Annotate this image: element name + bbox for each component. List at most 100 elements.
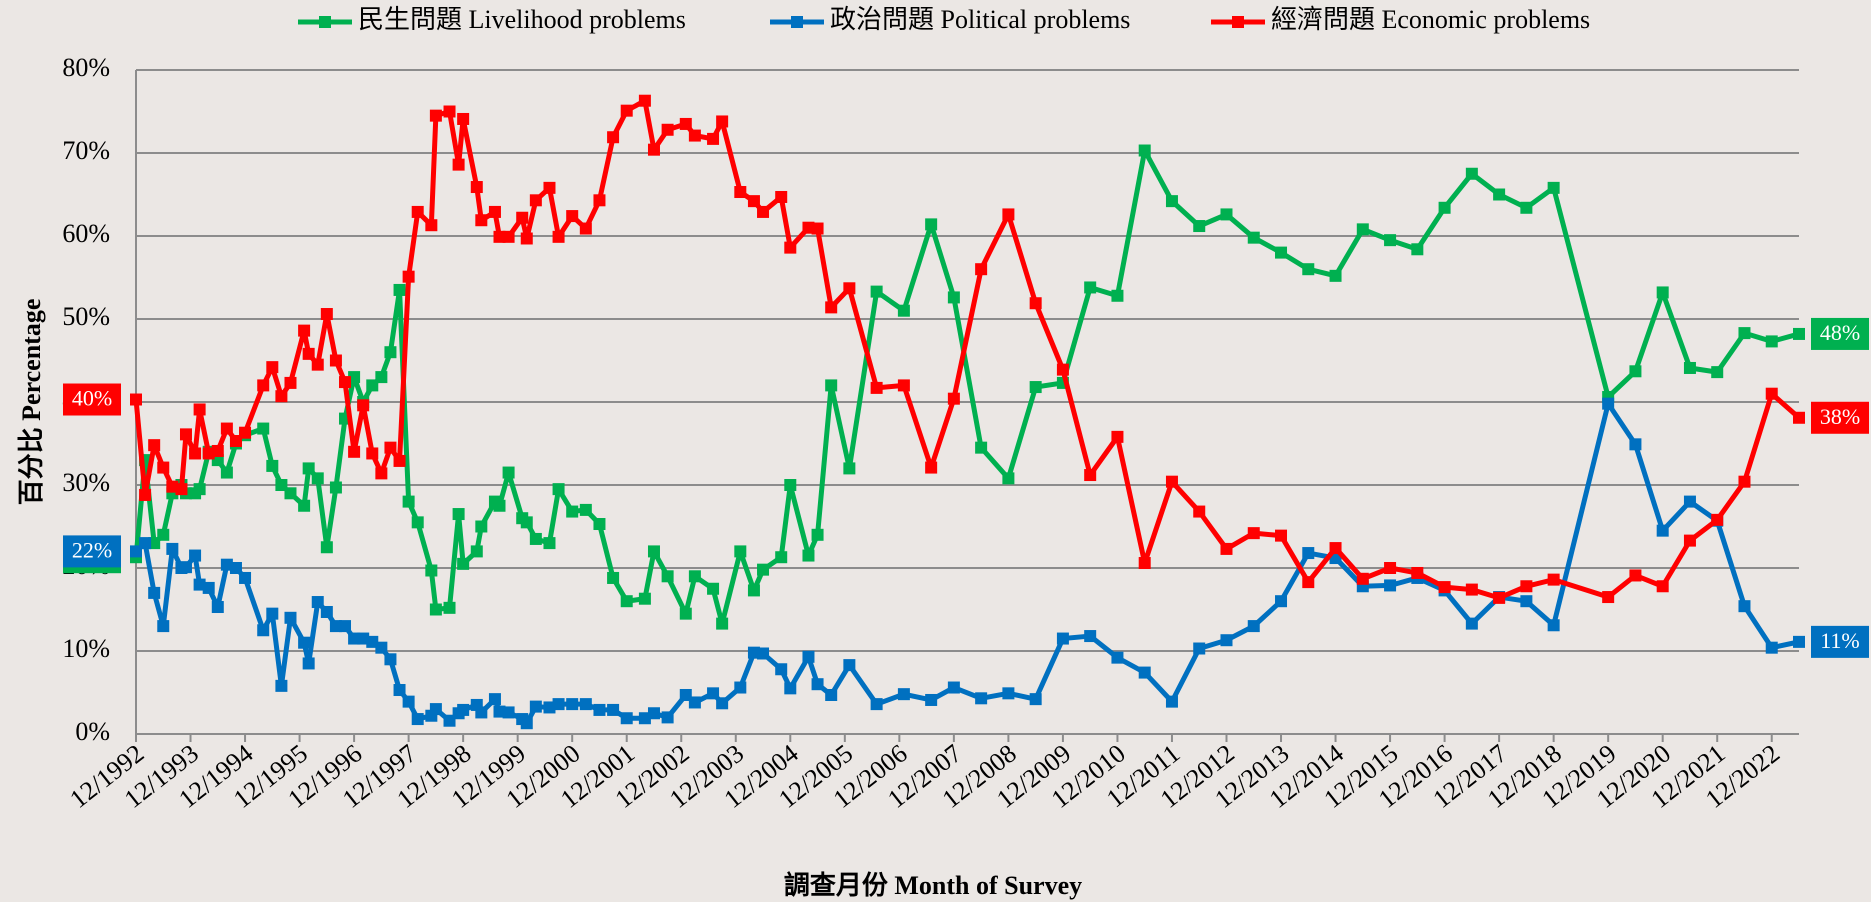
marker <box>443 601 456 614</box>
marker <box>502 466 515 479</box>
marker <box>130 545 142 558</box>
value-label-box <box>1811 317 1869 350</box>
marker <box>1411 243 1424 256</box>
marker <box>429 603 442 616</box>
marker <box>384 346 397 359</box>
y-tick-label: 70% <box>62 136 110 165</box>
marker <box>302 462 315 475</box>
y-tick-label: 50% <box>62 302 110 331</box>
marker <box>1793 327 1805 340</box>
marker <box>734 545 747 558</box>
marker <box>516 211 529 224</box>
marker <box>802 221 815 234</box>
marker <box>284 376 297 389</box>
marker <box>166 542 179 555</box>
marker <box>1138 557 1151 570</box>
marker <box>870 698 883 711</box>
marker <box>148 439 161 452</box>
marker <box>707 687 720 700</box>
marker <box>679 607 692 620</box>
marker <box>488 693 501 706</box>
marker <box>593 703 606 716</box>
marker <box>411 205 424 218</box>
marker <box>211 454 224 467</box>
value-label: 38% <box>1820 404 1860 429</box>
marker <box>552 698 565 711</box>
marker <box>239 571 252 584</box>
marker <box>452 508 465 521</box>
marker <box>638 712 651 725</box>
marker <box>357 399 370 412</box>
marker <box>1683 534 1696 547</box>
marker <box>193 578 206 591</box>
marker <box>1547 619 1560 632</box>
marker <box>975 263 988 276</box>
marker <box>1356 572 1369 585</box>
marker <box>975 441 988 454</box>
marker <box>229 562 242 574</box>
marker <box>457 557 470 570</box>
marker <box>402 695 415 708</box>
legend-marker <box>791 16 803 28</box>
marker <box>220 558 233 571</box>
marker <box>266 607 279 620</box>
marker <box>229 435 242 448</box>
marker <box>1138 666 1151 679</box>
marker <box>148 537 161 550</box>
legend-label: 經濟問題 Economic problems <box>1271 5 1590 34</box>
marker <box>661 570 674 583</box>
marker <box>470 545 483 558</box>
marker <box>1193 220 1206 233</box>
marker <box>1029 297 1042 310</box>
marker <box>320 541 333 554</box>
marker <box>375 641 388 654</box>
marker <box>1629 569 1642 582</box>
marker <box>811 222 824 235</box>
marker <box>220 466 233 479</box>
marker <box>202 581 215 594</box>
marker <box>543 701 556 714</box>
marker <box>1111 651 1124 664</box>
marker <box>393 454 406 467</box>
marker <box>543 181 556 194</box>
marker <box>220 422 233 435</box>
marker <box>843 462 856 475</box>
marker <box>661 711 674 724</box>
marker <box>475 706 488 719</box>
value-label-box <box>1811 625 1869 658</box>
marker <box>1738 327 1751 340</box>
marker <box>1138 144 1151 157</box>
marker <box>493 705 506 718</box>
marker <box>1683 495 1696 508</box>
marker <box>716 617 729 630</box>
y-tick-label: 60% <box>62 219 110 248</box>
marker <box>647 707 660 720</box>
marker <box>1656 286 1669 299</box>
legend-label: 政治問題 Political problems <box>830 5 1130 34</box>
marker <box>1275 595 1288 608</box>
marker <box>520 232 533 245</box>
marker <box>475 214 488 227</box>
marker <box>757 205 770 218</box>
marker <box>366 635 379 648</box>
marker <box>775 551 788 564</box>
marker <box>1438 201 1451 214</box>
value-label: 22% <box>72 537 112 562</box>
marker <box>716 115 729 128</box>
marker <box>579 503 592 516</box>
marker <box>1002 208 1015 221</box>
marker <box>211 444 224 457</box>
marker <box>1302 547 1315 560</box>
marker <box>179 561 192 574</box>
marker <box>1438 581 1451 594</box>
value-label: 48% <box>1820 320 1860 345</box>
marker <box>493 499 506 512</box>
marker <box>925 693 938 706</box>
marker <box>707 132 720 145</box>
marker <box>802 650 815 663</box>
marker <box>357 632 370 645</box>
marker <box>688 129 701 142</box>
marker <box>520 717 533 730</box>
marker <box>1220 208 1233 221</box>
